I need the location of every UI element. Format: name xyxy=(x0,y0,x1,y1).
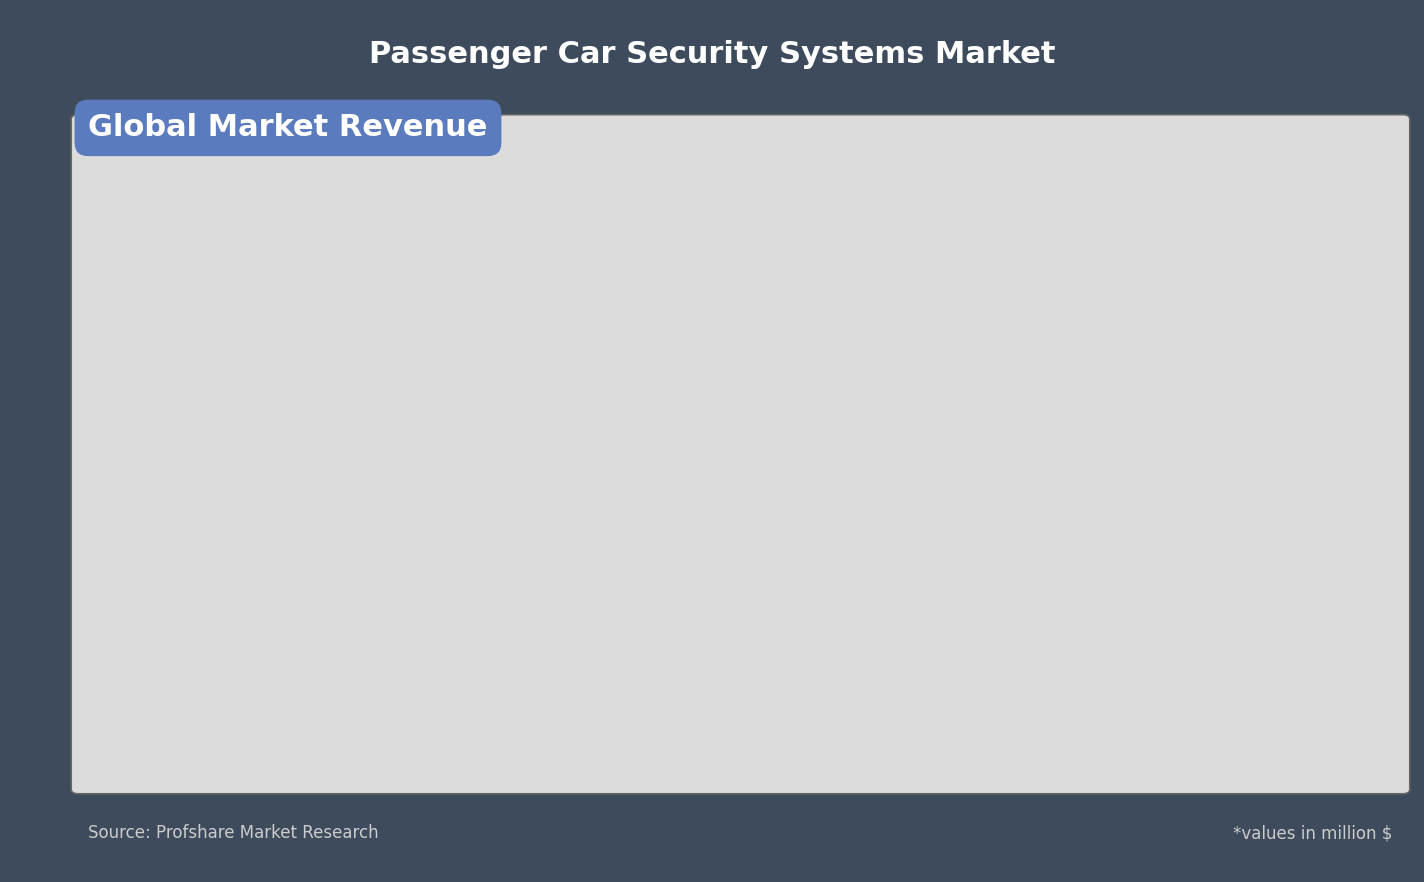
Bar xyxy=(726,383,819,728)
Legend: Revenue: Revenue xyxy=(179,168,323,202)
Text: Passenger Car Security Systems Market: Passenger Car Security Systems Market xyxy=(369,40,1055,69)
Text: Source: Profshare Market Research: Source: Profshare Market Research xyxy=(88,825,379,842)
Bar xyxy=(1227,291,1320,728)
Text: Global Market Revenue: Global Market Revenue xyxy=(88,114,487,142)
Y-axis label: Revenue: Revenue xyxy=(108,404,125,482)
Text: Forecast Values ( Revenue): Forecast Values ( Revenue) xyxy=(1148,119,1393,137)
Bar xyxy=(393,420,484,728)
Bar xyxy=(1061,323,1152,728)
Bar xyxy=(225,444,318,728)
Bar xyxy=(560,402,651,728)
Text: *values in million $: *values in million $ xyxy=(1233,825,1393,842)
Bar xyxy=(894,353,985,728)
X-axis label: Year: Year xyxy=(753,756,792,774)
